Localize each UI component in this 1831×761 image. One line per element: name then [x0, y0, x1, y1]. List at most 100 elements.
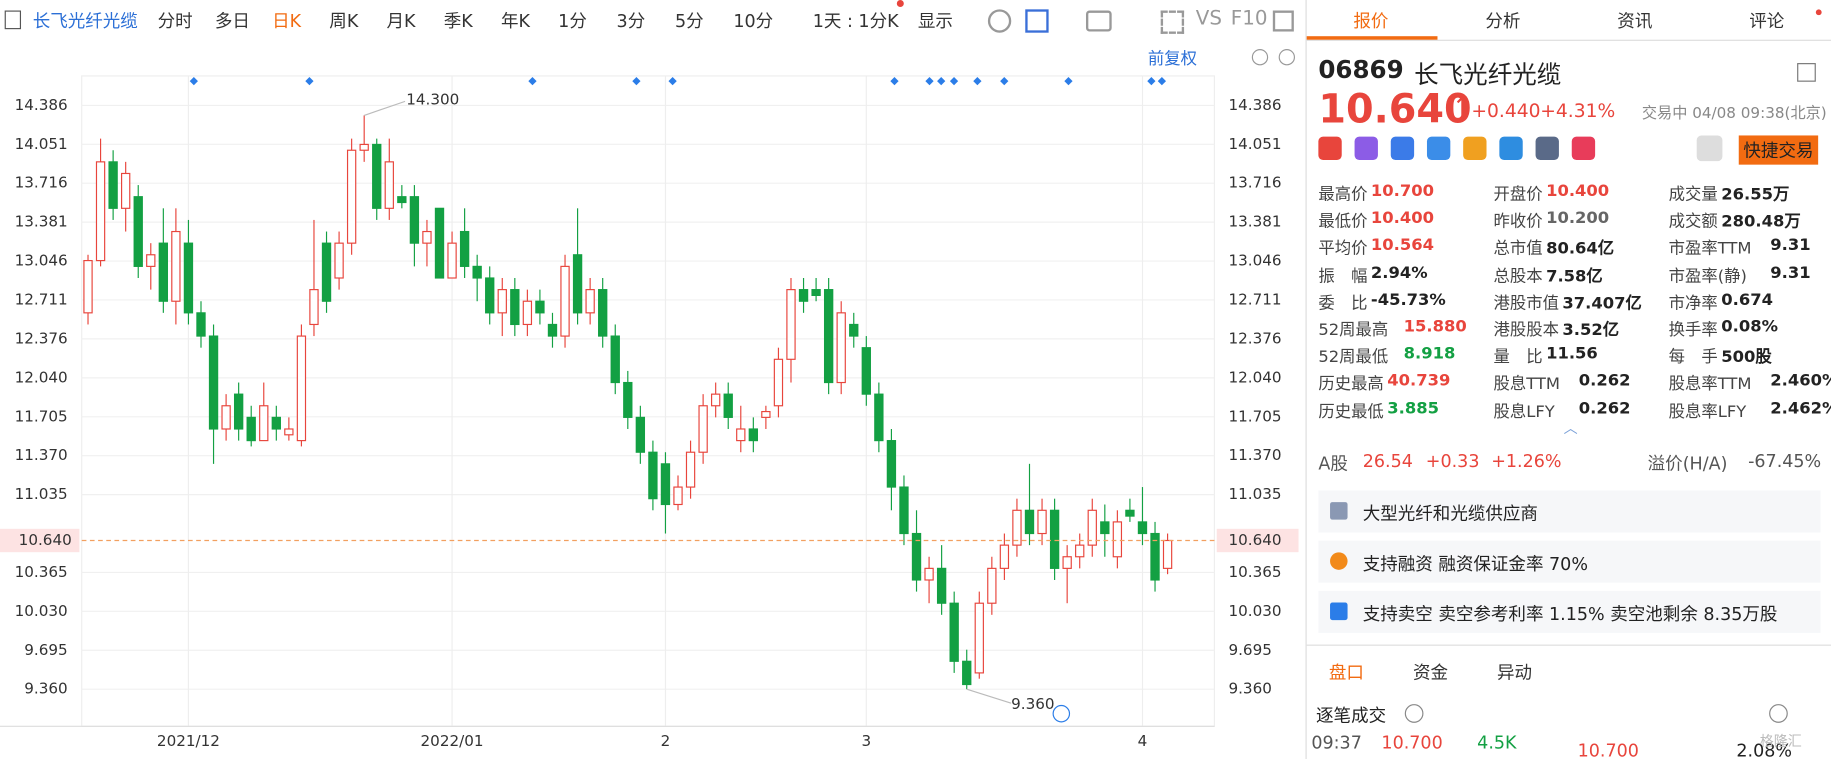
tape-title: 逐笔成交	[1316, 705, 1387, 727]
event-badge	[1052, 704, 1071, 723]
more-icon[interactable]	[1769, 704, 1788, 723]
menu-icon[interactable]	[4, 10, 22, 30]
period-item[interactable]: 年K	[500, 10, 530, 32]
f10-button[interactable]: F10	[1230, 7, 1268, 31]
tape-pct: 2.08%	[1736, 740, 1793, 761]
bottom-tab[interactable]: 异动	[1497, 662, 1533, 684]
stat-value: 500股	[1721, 348, 1772, 367]
stat-label: 成交额	[1668, 212, 1718, 232]
candle-body	[936, 567, 947, 604]
tab[interactable]: 分析	[1485, 10, 1521, 32]
stat-value: 10.400	[1370, 209, 1435, 228]
candle-body	[146, 254, 156, 267]
feature-text: 支持融资 融资保证金率 70%	[1362, 553, 1588, 575]
candle-body	[233, 393, 244, 430]
candle-body	[196, 312, 206, 337]
candle-body	[171, 230, 181, 302]
alert-icon[interactable]	[1696, 135, 1723, 162]
last-price: 10.640	[1318, 86, 1472, 134]
period-item[interactable]: 3分	[616, 10, 646, 32]
stock-name[interactable]: 长飞光纤光缆	[32, 10, 138, 32]
candle-body	[95, 161, 106, 262]
candle-body	[874, 393, 884, 442]
bottom-tab[interactable]: 资金	[1412, 662, 1449, 684]
candle-body	[911, 532, 922, 581]
stat-value: 15.880	[1403, 317, 1467, 337]
event-marker	[937, 77, 946, 86]
vs-button[interactable]: VS	[1195, 7, 1222, 31]
period-item[interactable]: 多日	[214, 10, 250, 32]
candle-body	[208, 335, 219, 430]
period-item[interactable]: 10分	[733, 10, 774, 32]
candle-body	[962, 660, 972, 686]
candle-body	[158, 242, 169, 302]
feature-icon	[1330, 502, 1348, 520]
panel-icon[interactable]	[1272, 10, 1294, 32]
dot	[896, 0, 904, 8]
tab[interactable]: 评论	[1749, 10, 1785, 32]
camera-icon[interactable]	[1085, 10, 1112, 32]
tabs: 报价 分析 资讯 评论	[1306, 0, 1831, 41]
period-item[interactable]: 1分	[558, 10, 587, 32]
toolbar: 长飞光纤光缆 分时 多日 日K 周K 月K 季K 年K 1分 3分 5分 10分 1天 : 1分K …	[0, 0, 1306, 69]
stat-value: 9.31	[1770, 236, 1811, 256]
period-item[interactable]: 5分	[674, 10, 704, 32]
event-marker	[973, 77, 982, 86]
candle-body	[987, 567, 997, 604]
stat-value: 0.08%	[1721, 317, 1778, 337]
last-price-box	[0, 528, 80, 553]
period-item[interactable]: 季K	[443, 10, 473, 32]
stat-label: 历史最低	[1318, 402, 1384, 422]
zoom-in[interactable]	[1278, 49, 1296, 66]
candle-body	[108, 161, 118, 209]
period-item[interactable]: 日K	[272, 10, 302, 32]
candle-body	[849, 323, 859, 337]
premium: -67.45%	[1748, 450, 1822, 472]
candle-body	[296, 335, 307, 442]
candle-body	[773, 358, 784, 407]
period-item[interactable]: 月K	[386, 10, 416, 32]
period-item[interactable]: 周K	[329, 10, 359, 32]
fullscreen-icon[interactable]	[1160, 10, 1185, 34]
adjust-button[interactable]: 前复权	[1147, 50, 1197, 69]
candle-body	[811, 289, 821, 297]
candle-body	[372, 143, 382, 209]
box-icon[interactable]	[1025, 9, 1049, 33]
tab[interactable]: 资讯	[1617, 10, 1653, 32]
candle-body	[221, 405, 231, 430]
candle-body	[547, 323, 558, 337]
candle-body	[736, 428, 746, 442]
zoom-out[interactable]	[1251, 49, 1269, 66]
candle-body	[485, 277, 495, 314]
y-tick-label-right: 9.695	[1228, 641, 1271, 659]
y-tick-label-right: 9.360	[1228, 680, 1271, 698]
stat-label: 总市值	[1493, 239, 1543, 259]
change-pct: +4.31%	[1540, 99, 1616, 122]
tab[interactable]: 报价	[1353, 10, 1389, 32]
candle-body	[346, 149, 357, 244]
tab-underline	[1306, 36, 1438, 40]
candle-body	[698, 405, 708, 453]
icon-row	[1318, 136, 1596, 165]
candle-body	[259, 405, 269, 442]
candle-body	[560, 265, 570, 337]
a-share-label: A股	[1318, 453, 1348, 475]
bottom-tab[interactable]: 盘口	[1328, 662, 1364, 684]
candle-body	[321, 242, 332, 302]
period-item[interactable]: 分时	[157, 10, 193, 32]
candle-body	[384, 161, 394, 209]
note-icon[interactable]	[1797, 63, 1816, 82]
candle-body	[786, 289, 796, 360]
y-tick-label: 12.376	[15, 329, 68, 347]
period-select[interactable]: 1天 : 1分K	[812, 10, 899, 32]
collapse[interactable]: ︿	[1563, 420, 1578, 437]
trade-button[interactable]: 快捷交易	[1738, 135, 1819, 165]
y-tick-label: 13.381	[15, 213, 68, 231]
candle-body	[183, 242, 194, 314]
info-icon[interactable]	[1404, 704, 1424, 723]
stat-label: 开盘价	[1493, 185, 1543, 205]
candle-body	[1125, 509, 1135, 517]
settings-icon[interactable]	[987, 9, 1012, 33]
stat-value: 0.262	[1578, 371, 1631, 391]
display-select[interactable]: 显示	[917, 10, 953, 32]
